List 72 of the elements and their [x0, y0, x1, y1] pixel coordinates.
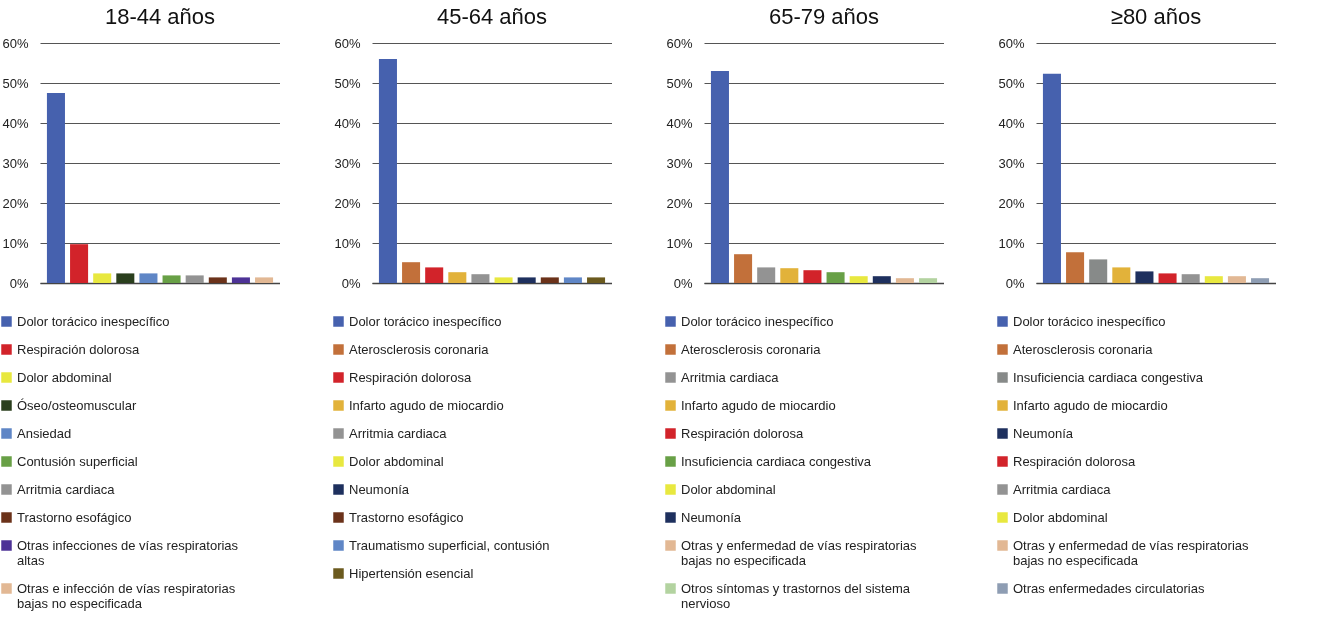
chart-title: 18-44 años [104, 4, 216, 29]
y-tick-label: 50% [2, 75, 29, 91]
legend-label: Arritmia cardiaca [681, 369, 780, 385]
legend-label: Aterosclerosis coronaria [349, 341, 490, 357]
y-tick-label: 50% [666, 75, 693, 91]
legend-label: Hipertensión esencial [349, 565, 474, 581]
legend-label: Infarto agudo de miocardio [349, 397, 504, 413]
legend-label: Insuficiencia cardiaca congestiva [681, 453, 872, 469]
legend-label: Aterosclerosis coronaria [681, 341, 822, 357]
legend-label: Respiración dolorosa [681, 425, 804, 441]
legend-label: Dolor abdominal [1013, 509, 1108, 525]
legend-label: Infarto agudo de miocardio [1013, 397, 1168, 413]
y-tick-label: 20% [666, 195, 693, 211]
y-tick-label: 0% [341, 275, 361, 291]
legend-label: Neumonía [1013, 425, 1074, 441]
legend-label: Otras y enfermedad de vías respiratorias bajas no especificada [681, 537, 918, 568]
y-tick-label: 20% [334, 195, 361, 211]
legend-label: Otras infecciones de vías respiratorias altas [17, 537, 239, 568]
legend-label: Óseo/osteomuscular [17, 397, 137, 413]
y-tick-label: 10% [334, 235, 361, 251]
y-tick-label: 30% [2, 155, 29, 171]
chart-title: 65-79 años [768, 4, 880, 29]
y-tick-label: 0% [1005, 275, 1025, 291]
y-tick-label: 0% [9, 275, 29, 291]
legend-label: Aterosclerosis coronaria [1013, 341, 1154, 357]
y-tick-label: 60% [666, 35, 693, 51]
legend-label: Respiración dolorosa [349, 369, 472, 385]
legend-label: Neumonía [681, 509, 742, 525]
y-tick-label: 20% [2, 195, 29, 211]
y-tick-label: 10% [2, 235, 29, 251]
legend-label: Dolor torácico inespecífico [17, 313, 170, 329]
legend-label: Dolor abdominal [681, 481, 776, 497]
y-tick-label: 30% [666, 155, 693, 171]
chart-title: ≥80 años [1110, 4, 1202, 29]
legend-label: Respiración dolorosa [1013, 453, 1136, 469]
legend-label: Respiración dolorosa [17, 341, 140, 357]
y-tick-label: 40% [334, 115, 361, 131]
y-tick-label: 40% [2, 115, 29, 131]
legend-label: Traumatismo superficial, contusión [349, 537, 550, 553]
y-tick-label: 60% [998, 35, 1025, 51]
legend-label: Otras y enfermedad de vías respiratorias bajas no especificada [1013, 537, 1250, 568]
y-tick-label: 40% [666, 115, 693, 131]
y-tick-label: 10% [666, 235, 693, 251]
legend-label: Arritmia cardiaca [349, 425, 448, 441]
legend-label: Infarto agudo de miocardio [681, 397, 836, 413]
legend-label: Otras enfermedades circulatorias [1013, 580, 1205, 596]
legend-label: Arritmia cardiaca [17, 481, 116, 497]
y-tick-label: 50% [334, 75, 361, 91]
legend-label: Insuficiencia cardiaca congestiva [1013, 369, 1204, 385]
legend-label: Dolor abdominal [17, 369, 112, 385]
y-tick-label: 30% [998, 155, 1025, 171]
legend-label: Neumonía [349, 481, 410, 497]
legend-label: Trastorno esofágico [17, 509, 132, 525]
legend-label: Dolor abdominal [349, 453, 444, 469]
legend-label: Ansiedad [17, 425, 72, 441]
legend-label: Dolor torácico inespecífico [1013, 313, 1166, 329]
y-tick-label: 50% [998, 75, 1025, 91]
legend-label: Otras e infección de vías respiratorias bajas no especificada [17, 580, 236, 611]
legend-label: Otros síntomas y trastornos del sistema nervioso [681, 580, 911, 611]
y-tick-label: 20% [998, 195, 1025, 211]
legend-label: Contusión superficial [17, 453, 138, 469]
y-tick-label: 30% [334, 155, 361, 171]
legend-label: Trastorno esofágico [349, 509, 464, 525]
y-tick-label: 60% [2, 35, 29, 51]
y-tick-label: 60% [334, 35, 361, 51]
y-tick-label: 0% [673, 275, 693, 291]
y-tick-label: 40% [998, 115, 1025, 131]
chart-title: 45-64 años [436, 4, 548, 29]
legend-label: Dolor torácico inespecífico [681, 313, 834, 329]
legend-label: Dolor torácico inespecífico [349, 313, 502, 329]
legend-label: Arritmia cardiaca [1013, 481, 1112, 497]
y-tick-label: 10% [998, 235, 1025, 251]
